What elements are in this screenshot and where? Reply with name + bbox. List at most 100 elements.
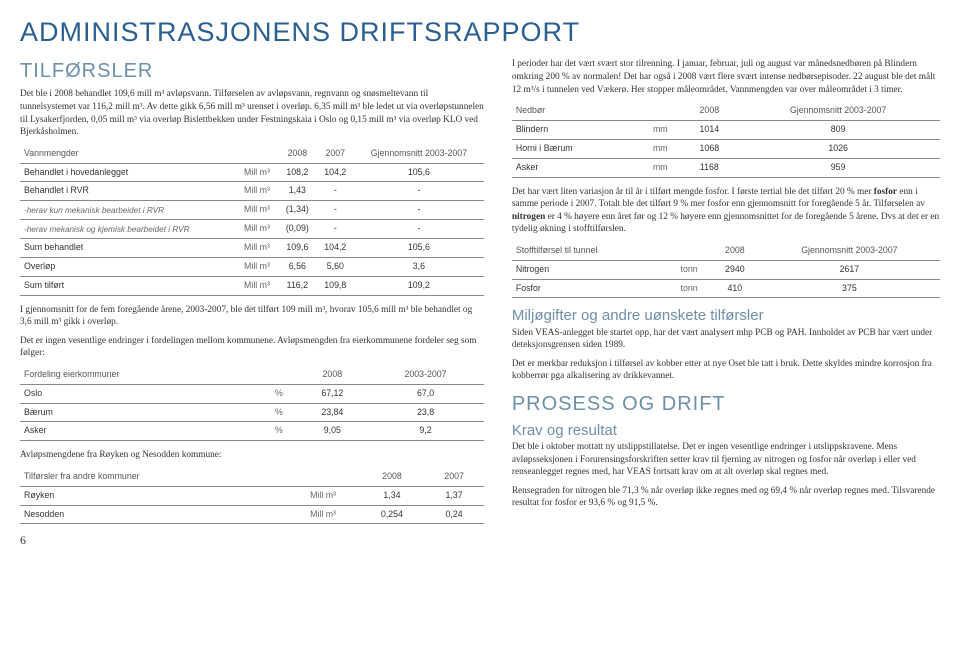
table-cell: Mill m³ — [286, 505, 359, 524]
table-row: Askermm1168959 — [512, 158, 940, 177]
table-cell: Behandlet i hovedanlegget — [20, 163, 236, 182]
th-unit — [638, 102, 682, 120]
table-cell: 105,6 — [354, 163, 484, 182]
text-e: er 4 % høyere enn året før og 12 % høyer… — [512, 212, 939, 235]
table-cell: (1,34) — [278, 201, 317, 220]
table-cell: 1068 — [682, 139, 736, 158]
right-column: I perioder har det vært svært stor tilre… — [512, 58, 940, 548]
para-miljo-2: Det er merkbar reduksjon i tilførsel av … — [512, 358, 940, 383]
section-prosess: PROSESS OG DRIFT — [512, 391, 940, 418]
table-row: NesoddenMill m³0,2540,24 — [20, 505, 484, 524]
table-cell: tonn — [667, 279, 711, 298]
table-cell: % — [261, 403, 298, 422]
table-row: Sum tilførtMill m³116,2109,8109,2 — [20, 276, 484, 295]
para-fosfor-nitrogen: Det har vært liten variasjon år til år i… — [512, 186, 940, 236]
table-cell: Bærum — [20, 403, 261, 422]
table-cell: 3,6 — [354, 257, 484, 276]
table-cell: 1,34 — [360, 486, 425, 505]
table-cell: % — [261, 384, 298, 403]
th-label: Stofftilførsel til tunnel — [512, 242, 667, 260]
section-tilforsler: TILFØRSLER — [20, 58, 484, 85]
table-cell: 6,56 — [278, 257, 317, 276]
intro-paragraph: Det ble i 2008 behandlet 109,6 mill m³ a… — [20, 88, 484, 138]
table-cell: - — [317, 201, 354, 220]
table-row: Asker%9,059,2 — [20, 422, 484, 441]
table-cell: 109,8 — [317, 276, 354, 295]
para-tilrenning: I perioder har det vært svært stor tilre… — [512, 58, 940, 96]
table-cell: Horni i Bærum — [512, 139, 638, 158]
table-cell: 0,254 — [360, 505, 425, 524]
th-avg: Gjennomsnitt 2003-2007 — [759, 242, 940, 260]
table-cell: Oslo — [20, 384, 261, 403]
th-unit — [261, 366, 298, 384]
table-cell: - — [317, 220, 354, 239]
table-stoff: Stofftilførsel til tunnel 2008 Gjennomsn… — [512, 242, 940, 299]
para-krav-2: Rensegraden for nitrogen ble 71,3 % når … — [512, 485, 940, 510]
table-cell: Behandlet i RVR — [20, 182, 236, 201]
table-cell: mm — [638, 139, 682, 158]
table-cell: 1026 — [736, 139, 940, 158]
table-cell: - — [317, 182, 354, 201]
th-unit — [236, 145, 278, 163]
table-cell: Mill m³ — [236, 276, 278, 295]
table-cell: Nesodden — [20, 505, 286, 524]
page-title: ADMINISTRASJONENS DRIFTSRAPPORT — [20, 14, 940, 50]
table-row: -herav mekanisk og kjemisk bearbeidet i … — [20, 220, 484, 239]
text-fosfor: fosfor — [874, 187, 897, 197]
para-fordeling-intro: Det er ingen vesentlige endringer i ford… — [20, 335, 484, 360]
th-2008: 2008 — [682, 102, 736, 120]
table-cell: -herav mekanisk og kjemisk bearbeidet i … — [20, 220, 236, 239]
table-cell: Mill m³ — [286, 486, 359, 505]
th-2007: 2007 — [424, 468, 484, 486]
table-cell: (0,09) — [278, 220, 317, 239]
table-cell: 410 — [711, 279, 759, 298]
table-cell: 109,6 — [278, 239, 317, 258]
table-row: Horni i Bærummm10681026 — [512, 139, 940, 158]
table-row: Bærum%23,8423,8 — [20, 403, 484, 422]
table-nedbor: Nedbør 2008 Gjennomsnitt 2003-2007 Blind… — [512, 102, 940, 178]
table-cell: mm — [638, 120, 682, 139]
th-2008: 2008 — [360, 468, 425, 486]
heading-miljogifter: Miljøgifter og andre uønskete tilførsler — [512, 306, 940, 326]
table-cell: Blindern — [512, 120, 638, 139]
para-andre-intro: Avløpsmengdene fra Røyken og Nesodden ko… — [20, 449, 484, 462]
table-cell: 23,8 — [367, 403, 484, 422]
table-row: RøykenMill m³1,341,37 — [20, 486, 484, 505]
table-cell: Sum tilført — [20, 276, 236, 295]
table-cell: mm — [638, 158, 682, 177]
table-cell: 116,2 — [278, 276, 317, 295]
table-cell: Nitrogen — [512, 260, 667, 279]
table-row: Blindernmm1014809 — [512, 120, 940, 139]
table-fordeling: Fordeling eierkommuner 2008 2003-2007 Os… — [20, 366, 484, 442]
table-cell: 1014 — [682, 120, 736, 139]
table-cell: 1,37 — [424, 486, 484, 505]
table-row: Behandlet i RVRMill m³1,43-- — [20, 182, 484, 201]
table-cell: - — [354, 182, 484, 201]
table-vannmengder: Vannmengder 2008 2007 Gjennomsnitt 2003-… — [20, 145, 484, 296]
th-label: Vannmengder — [20, 145, 236, 163]
th-2008: 2008 — [711, 242, 759, 260]
table-cell: 109,2 — [354, 276, 484, 295]
table-row: Nitrogentonn29402617 — [512, 260, 940, 279]
table-cell: Røyken — [20, 486, 286, 505]
table-cell: Mill m³ — [236, 220, 278, 239]
two-column-layout: TILFØRSLER Det ble i 2008 behandlet 109,… — [20, 58, 940, 548]
table-andre: Tilførsler fra andre kommuner 2008 2007 … — [20, 468, 484, 525]
table-cell: Asker — [20, 422, 261, 441]
table-cell: Mill m³ — [236, 257, 278, 276]
table-row: Fosfortonn410375 — [512, 279, 940, 298]
table-row: Oslo%67,1267,0 — [20, 384, 484, 403]
table-cell: 104,2 — [317, 163, 354, 182]
table-cell: 375 — [759, 279, 940, 298]
th-2007: 2007 — [317, 145, 354, 163]
th-label: Fordeling eierkommuner — [20, 366, 261, 384]
th-label: Nedbør — [512, 102, 638, 120]
table-cell: 67,12 — [297, 384, 367, 403]
table-cell: % — [261, 422, 298, 441]
table-cell: 959 — [736, 158, 940, 177]
text-a: Det har vært liten variasjon år til år i… — [512, 187, 874, 197]
text-nitrogen: nitrogen — [512, 212, 545, 222]
table-cell: Mill m³ — [236, 239, 278, 258]
table-cell: 9,05 — [297, 422, 367, 441]
table-cell: 104,2 — [317, 239, 354, 258]
